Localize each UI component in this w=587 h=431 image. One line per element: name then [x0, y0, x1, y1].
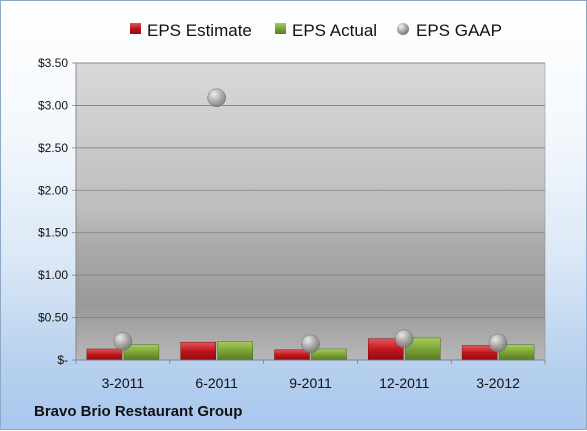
gaap-markers: [113, 88, 508, 354]
y-tick-label: $1.00: [38, 268, 68, 282]
y-tick-label: $3.50: [38, 56, 68, 70]
legend-estimate-label: EPS Estimate: [147, 21, 252, 40]
bar-eps-estimate: [180, 341, 216, 361]
legend-estimate-swatch: [130, 23, 141, 34]
marker-eps-gaap: [395, 329, 414, 349]
marker-eps-gaap: [113, 332, 133, 351]
x-tick-label: 9-2011: [289, 375, 332, 391]
legend-gaap-label: EPS GAAP: [416, 21, 502, 40]
x-tick-label: 3-2012: [476, 375, 520, 391]
x-tick-label: 6-2011: [195, 375, 238, 391]
company-name: Bravo Brio Restaurant Group: [34, 403, 243, 420]
bar-eps-actual: [217, 341, 253, 361]
x-tick-label: 12-2011: [379, 375, 430, 391]
legend-gaap-marker: [397, 23, 409, 35]
marker-eps-gaap: [301, 334, 320, 354]
y-axis: $- $0.50 $1.00 $1.50 $2.00 $2.50 $3.00 $3.50: [38, 56, 77, 367]
marker-eps-gaap: [207, 88, 226, 108]
plot-area: [75, 62, 546, 361]
legend-actual-label: EPS Actual: [292, 21, 377, 40]
bars: [86, 337, 535, 361]
marker-eps-gaap: [488, 333, 508, 353]
x-tick-label: 3-2011: [102, 375, 145, 391]
y-tick-label: $1.50: [38, 226, 68, 240]
y-tick-label: $3.00: [38, 98, 68, 112]
y-tick-label: $-: [57, 353, 68, 367]
y-tick-label: $2.50: [38, 141, 68, 155]
y-tick-label: $0.50: [38, 311, 68, 325]
y-tick-label: $2.00: [38, 183, 68, 197]
legend: EPS Estimate EPS Actual EPS GAAP: [130, 21, 502, 40]
legend-actual-swatch: [275, 23, 286, 34]
gridlines: [76, 62, 545, 361]
bar-eps-estimate: [86, 348, 123, 361]
x-axis: 3-2011 6-2011 9-2011 12-2011 3-2012: [75, 359, 546, 391]
bar-eps-estimate: [274, 349, 310, 361]
